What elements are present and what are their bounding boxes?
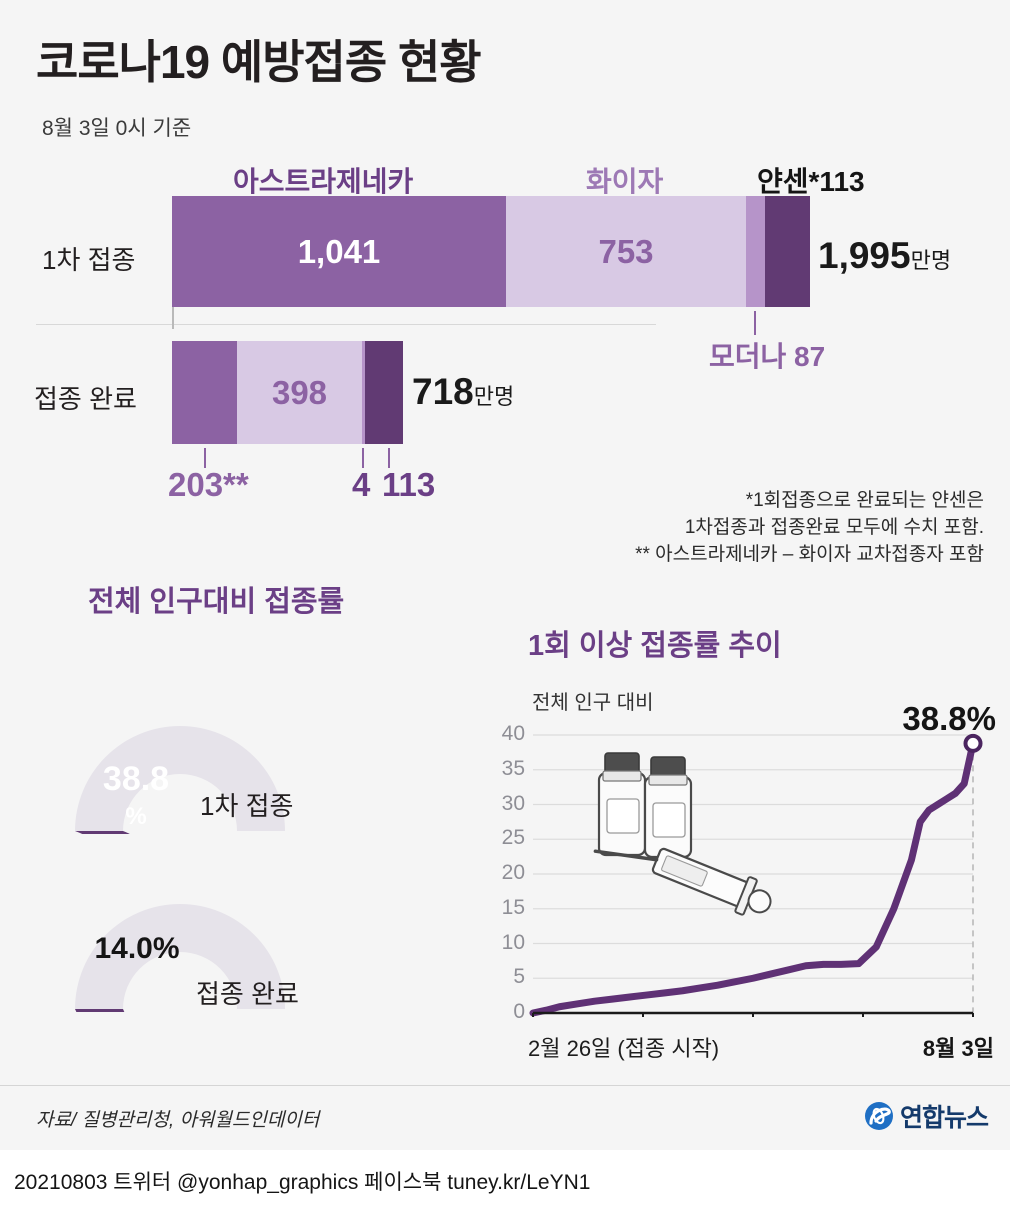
linechart-x-label-left: 2월 26일 (접종 시작) bbox=[528, 1036, 720, 1061]
bar-baseline-tick bbox=[172, 307, 174, 329]
linechart-series-line bbox=[529, 739, 977, 1017]
gauge-fully-vaccinated-track bbox=[75, 904, 285, 1009]
y-axis-tick-label: 25 bbox=[501, 826, 525, 850]
total-fully-vaccinated-value: 718 bbox=[412, 371, 474, 412]
total-first-dose-value: 1,995 bbox=[818, 235, 911, 276]
legend-pfizer: 화이자 bbox=[586, 166, 664, 197]
y-axis-tick-label: 35 bbox=[501, 756, 525, 780]
gauge-fully-vaccinated bbox=[75, 904, 285, 1012]
gauges-title: 전체 인구대비 접종률 bbox=[88, 586, 345, 618]
y-axis-tick-label: 10 bbox=[501, 930, 525, 954]
tick-4 bbox=[362, 448, 364, 468]
y-axis-tick-label: 15 bbox=[501, 895, 525, 919]
gauge-first-dose-caption: 1차 접종 bbox=[200, 791, 294, 821]
stacked-bar-fully-vaccinated: 398 bbox=[172, 341, 403, 444]
callout-label-203: 203** bbox=[168, 466, 249, 503]
tick-203 bbox=[204, 448, 206, 468]
total-fully-vaccinated: 718만명 bbox=[412, 371, 514, 413]
linechart-subtitle: 전체 인구 대비 bbox=[532, 692, 654, 714]
linechart-end-marker bbox=[963, 733, 983, 753]
legend-astrazeneca: 아스트라제네카 bbox=[233, 166, 414, 197]
legend-janssen: 얀센*113 bbox=[757, 166, 865, 197]
linechart-title: 1회 이상 접종률 추이 bbox=[528, 630, 782, 662]
tick-113 bbox=[388, 448, 390, 468]
linechart-x-ticks bbox=[532, 1013, 974, 1017]
y-axis-tick-label: 5 bbox=[513, 965, 525, 989]
stacked-bar-first-dose: 1,041 753 bbox=[172, 196, 810, 307]
footer-divider bbox=[0, 1085, 1010, 1086]
y-axis-tick-label: 30 bbox=[501, 791, 525, 815]
bar-segment-astrazeneca bbox=[172, 341, 237, 444]
page-subtitle: 8월 3일 0시 기준 bbox=[42, 117, 192, 140]
divider-rule bbox=[36, 324, 656, 325]
bar-segment-astrazeneca: 1,041 bbox=[172, 196, 506, 307]
yonhap-logo: 연합뉴스 bbox=[864, 1098, 989, 1134]
y-axis-tick-label: 40 bbox=[501, 722, 525, 745]
source-credit: 자료/ 질병관리청, 아워월드인데이터 bbox=[36, 1110, 320, 1131]
total-first-dose-unit: 만명 bbox=[910, 248, 952, 273]
gauge-first-dose-value: 38.8 % bbox=[102, 760, 170, 830]
linechart-plot bbox=[529, 733, 983, 1017]
gauge-first-dose-track bbox=[75, 726, 285, 831]
total-fully-vaccinated-unit: 만명 bbox=[473, 384, 515, 409]
linechart-x-label-right: 8월 3일 bbox=[922, 1036, 994, 1061]
moderna-leader-line bbox=[754, 311, 756, 335]
bar-segment-janssen bbox=[765, 196, 810, 307]
row-label-first-dose: 1차 접종 bbox=[42, 245, 136, 275]
yonhap-swirl-icon bbox=[864, 1102, 893, 1130]
linechart-end-annotation: 38.8% bbox=[902, 700, 996, 737]
footer-white-strip bbox=[0, 1150, 1010, 1205]
page-title: 코로나19 예방접종 현황 bbox=[36, 36, 482, 88]
y-axis-tick-label: 0 bbox=[513, 1000, 525, 1023]
legend-moderna: 모더나 87 bbox=[709, 341, 826, 372]
callout-label-4: 4 bbox=[352, 466, 371, 503]
footer-credit: 20210803 트위터 @yonhap_graphics 페이스북 tuney… bbox=[14, 1171, 591, 1194]
total-first-dose: 1,995만명 bbox=[818, 235, 951, 277]
bar-segment-pfizer: 753 bbox=[506, 196, 746, 307]
yonhap-logo-text: 연합뉴스 bbox=[899, 1104, 989, 1132]
callout-label-113: 113 bbox=[382, 466, 436, 503]
bar-segment-moderna bbox=[362, 341, 365, 444]
row-label-fully-vaccinated: 접종 완료 bbox=[34, 384, 137, 414]
gauge-fully-vaccinated-caption: 접종 완료 bbox=[196, 979, 299, 1009]
vaccine-illustration bbox=[593, 752, 772, 916]
gauge-first-dose-fill bbox=[75, 831, 130, 834]
bar-segment-pfizer: 398 bbox=[237, 341, 362, 444]
bar-segment-janssen bbox=[365, 341, 403, 444]
gauge-first-dose bbox=[75, 726, 285, 834]
y-axis-tick-label: 20 bbox=[501, 861, 525, 884]
footnotes: *1회접종으로 완료되는 얀센은 1차접종과 접종완료 모두에 수치 포함. *… bbox=[635, 490, 984, 565]
bar-segment-moderna bbox=[746, 196, 765, 307]
gauge-fully-vaccinated-fill bbox=[75, 1009, 125, 1012]
gauge-fully-vaccinated-value: 14.0% bbox=[94, 932, 180, 965]
